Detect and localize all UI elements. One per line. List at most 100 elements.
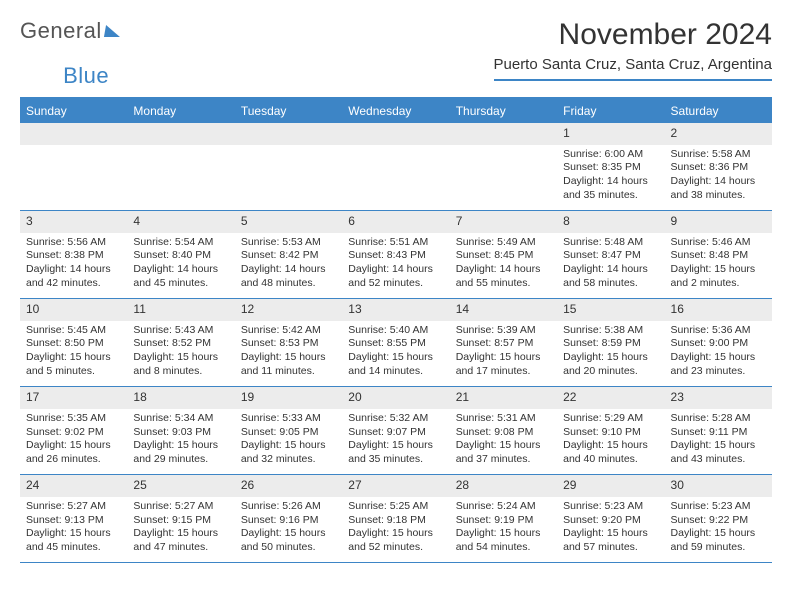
sunset-text: Sunset: 9:16 PM [241, 514, 336, 528]
sunset-text: Sunset: 8:59 PM [563, 337, 658, 351]
day-number-cell: 10 [20, 299, 127, 321]
daylight-text2: and 5 minutes. [26, 365, 121, 379]
day-content-cell: Sunrise: 6:00 AMSunset: 8:35 PMDaylight:… [557, 145, 664, 211]
sunrise-text: Sunrise: 5:23 AM [563, 500, 658, 514]
weekday-header: Thursday [450, 99, 557, 123]
sunset-text: Sunset: 9:05 PM [241, 426, 336, 440]
day-number-row: 3456789 [20, 211, 772, 233]
sunrise-text: Sunrise: 5:27 AM [26, 500, 121, 514]
brand-logo: General [20, 18, 121, 44]
sunset-text: Sunset: 8:52 PM [133, 337, 228, 351]
daylight-text: Daylight: 15 hours [456, 439, 551, 453]
daylight-text2: and 52 minutes. [348, 541, 443, 555]
sunrise-text: Sunrise: 5:24 AM [456, 500, 551, 514]
sunrise-text: Sunrise: 6:00 AM [563, 148, 658, 162]
day-number-cell: 30 [665, 475, 772, 497]
sunrise-text: Sunrise: 5:46 AM [671, 236, 766, 250]
sunrise-text: Sunrise: 5:31 AM [456, 412, 551, 426]
day-content-cell: Sunrise: 5:46 AMSunset: 8:48 PMDaylight:… [665, 233, 772, 299]
location-text: Puerto Santa Cruz, Santa Cruz, Argentina [494, 56, 773, 81]
day-content-cell: Sunrise: 5:35 AMSunset: 9:02 PMDaylight:… [20, 409, 127, 475]
day-number-row: 10111213141516 [20, 299, 772, 321]
day-number-cell: 2 [665, 123, 772, 145]
day-number-cell: 8 [557, 211, 664, 233]
sunset-text: Sunset: 8:57 PM [456, 337, 551, 351]
sunrise-text: Sunrise: 5:36 AM [671, 324, 766, 338]
daylight-text2: and 45 minutes. [26, 541, 121, 555]
day-content-row: Sunrise: 5:35 AMSunset: 9:02 PMDaylight:… [20, 409, 772, 475]
weekday-header: Wednesday [342, 99, 449, 123]
daylight-text2: and 45 minutes. [133, 277, 228, 291]
daylight-text2: and 32 minutes. [241, 453, 336, 467]
day-content-cell: Sunrise: 5:34 AMSunset: 9:03 PMDaylight:… [127, 409, 234, 475]
daylight-text2: and 35 minutes. [348, 453, 443, 467]
daylight-text: Daylight: 15 hours [133, 351, 228, 365]
daylight-text: Daylight: 14 hours [456, 263, 551, 277]
day-number-cell: 15 [557, 299, 664, 321]
day-number-cell [20, 123, 127, 145]
sunrise-text: Sunrise: 5:23 AM [671, 500, 766, 514]
daylight-text: Daylight: 15 hours [671, 263, 766, 277]
day-number-cell: 20 [342, 387, 449, 409]
daylight-text2: and 29 minutes. [133, 453, 228, 467]
sunrise-text: Sunrise: 5:51 AM [348, 236, 443, 250]
daylight-text: Daylight: 15 hours [348, 439, 443, 453]
sunset-text: Sunset: 9:07 PM [348, 426, 443, 440]
sunset-text: Sunset: 9:08 PM [456, 426, 551, 440]
sunrise-text: Sunrise: 5:25 AM [348, 500, 443, 514]
day-content-cell: Sunrise: 5:33 AMSunset: 9:05 PMDaylight:… [235, 409, 342, 475]
daylight-text: Daylight: 15 hours [241, 527, 336, 541]
daylight-text: Daylight: 14 hours [26, 263, 121, 277]
sunset-text: Sunset: 8:50 PM [26, 337, 121, 351]
daylight-text2: and 38 minutes. [671, 189, 766, 203]
sail-icon [104, 25, 122, 37]
day-number-row: 12 [20, 123, 772, 145]
daylight-text2: and 50 minutes. [241, 541, 336, 555]
day-content-cell: Sunrise: 5:26 AMSunset: 9:16 PMDaylight:… [235, 497, 342, 563]
daylight-text2: and 57 minutes. [563, 541, 658, 555]
sunset-text: Sunset: 8:43 PM [348, 249, 443, 263]
daylight-text: Daylight: 15 hours [671, 527, 766, 541]
day-number-cell: 26 [235, 475, 342, 497]
daylight-text2: and 55 minutes. [456, 277, 551, 291]
day-content-cell: Sunrise: 5:29 AMSunset: 9:10 PMDaylight:… [557, 409, 664, 475]
daylight-text2: and 54 minutes. [456, 541, 551, 555]
daylight-text2: and 43 minutes. [671, 453, 766, 467]
daylight-text2: and 52 minutes. [348, 277, 443, 291]
brand-part1: General [20, 18, 102, 44]
day-content-cell: Sunrise: 5:53 AMSunset: 8:42 PMDaylight:… [235, 233, 342, 299]
day-content-cell: Sunrise: 5:58 AMSunset: 8:36 PMDaylight:… [665, 145, 772, 211]
day-content-cell: Sunrise: 5:45 AMSunset: 8:50 PMDaylight:… [20, 321, 127, 387]
daylight-text2: and 42 minutes. [26, 277, 121, 291]
day-content-cell [450, 145, 557, 211]
brand-part2: Blue [63, 63, 109, 89]
weekday-header-row: Sunday Monday Tuesday Wednesday Thursday… [20, 99, 772, 123]
daylight-text: Daylight: 14 hours [241, 263, 336, 277]
day-content-cell: Sunrise: 5:27 AMSunset: 9:13 PMDaylight:… [20, 497, 127, 563]
sunset-text: Sunset: 8:53 PM [241, 337, 336, 351]
weekday-header: Friday [557, 99, 664, 123]
day-number-cell: 24 [20, 475, 127, 497]
day-content-row: Sunrise: 5:27 AMSunset: 9:13 PMDaylight:… [20, 497, 772, 563]
daylight-text2: and 35 minutes. [563, 189, 658, 203]
day-content-cell: Sunrise: 5:32 AMSunset: 9:07 PMDaylight:… [342, 409, 449, 475]
day-number-cell: 5 [235, 211, 342, 233]
day-number-cell: 12 [235, 299, 342, 321]
day-number-cell: 13 [342, 299, 449, 321]
sunrise-text: Sunrise: 5:49 AM [456, 236, 551, 250]
sunset-text: Sunset: 8:45 PM [456, 249, 551, 263]
day-number-row: 24252627282930 [20, 475, 772, 497]
daylight-text: Daylight: 15 hours [133, 439, 228, 453]
sunset-text: Sunset: 8:38 PM [26, 249, 121, 263]
day-number-cell: 19 [235, 387, 342, 409]
day-content-cell [127, 145, 234, 211]
sunrise-text: Sunrise: 5:54 AM [133, 236, 228, 250]
day-content-cell: Sunrise: 5:56 AMSunset: 8:38 PMDaylight:… [20, 233, 127, 299]
day-content-cell: Sunrise: 5:48 AMSunset: 8:47 PMDaylight:… [557, 233, 664, 299]
day-content-cell: Sunrise: 5:31 AMSunset: 9:08 PMDaylight:… [450, 409, 557, 475]
sunrise-text: Sunrise: 5:39 AM [456, 324, 551, 338]
day-content-cell: Sunrise: 5:43 AMSunset: 8:52 PMDaylight:… [127, 321, 234, 387]
daylight-text: Daylight: 14 hours [348, 263, 443, 277]
day-number-cell [127, 123, 234, 145]
title-block: November 2024 Puerto Santa Cruz, Santa C… [494, 18, 773, 81]
